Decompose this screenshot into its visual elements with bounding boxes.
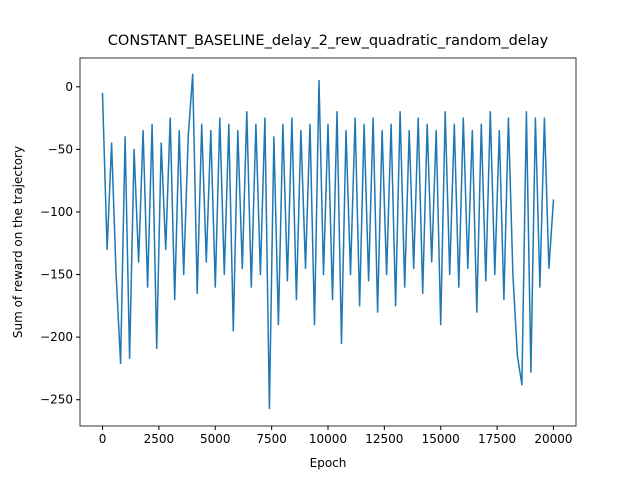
y-tick-label: −200: [40, 330, 73, 344]
axes-frame: [79, 57, 577, 427]
y-axis-label: Sum of reward on the trajectory: [11, 146, 25, 338]
x-tick-label: 12500: [365, 432, 403, 446]
y-tick-label: 0: [65, 80, 73, 94]
x-axis-label: Epoch: [310, 456, 347, 470]
line: [101, 73, 555, 410]
x-tick-label: 17500: [478, 432, 516, 446]
chart-title: CONSTANT_BASELINE_delay_2_rew_quadratic_…: [108, 33, 549, 49]
x-tick-label: 2500: [144, 432, 175, 446]
x-tick-label: 5000: [200, 432, 231, 446]
y-tick-label: −100: [40, 205, 73, 219]
y-tick-label: −50: [48, 142, 73, 156]
y-tick-label: −250: [40, 393, 73, 407]
x-tick-label: 0: [99, 432, 107, 446]
x-tick-label: 20000: [534, 432, 572, 446]
x-tick-label: 10000: [309, 432, 347, 446]
y-tick-label: −150: [40, 268, 73, 282]
x-tick-label: 15000: [422, 432, 460, 446]
x-tick-label: 7500: [256, 432, 287, 446]
